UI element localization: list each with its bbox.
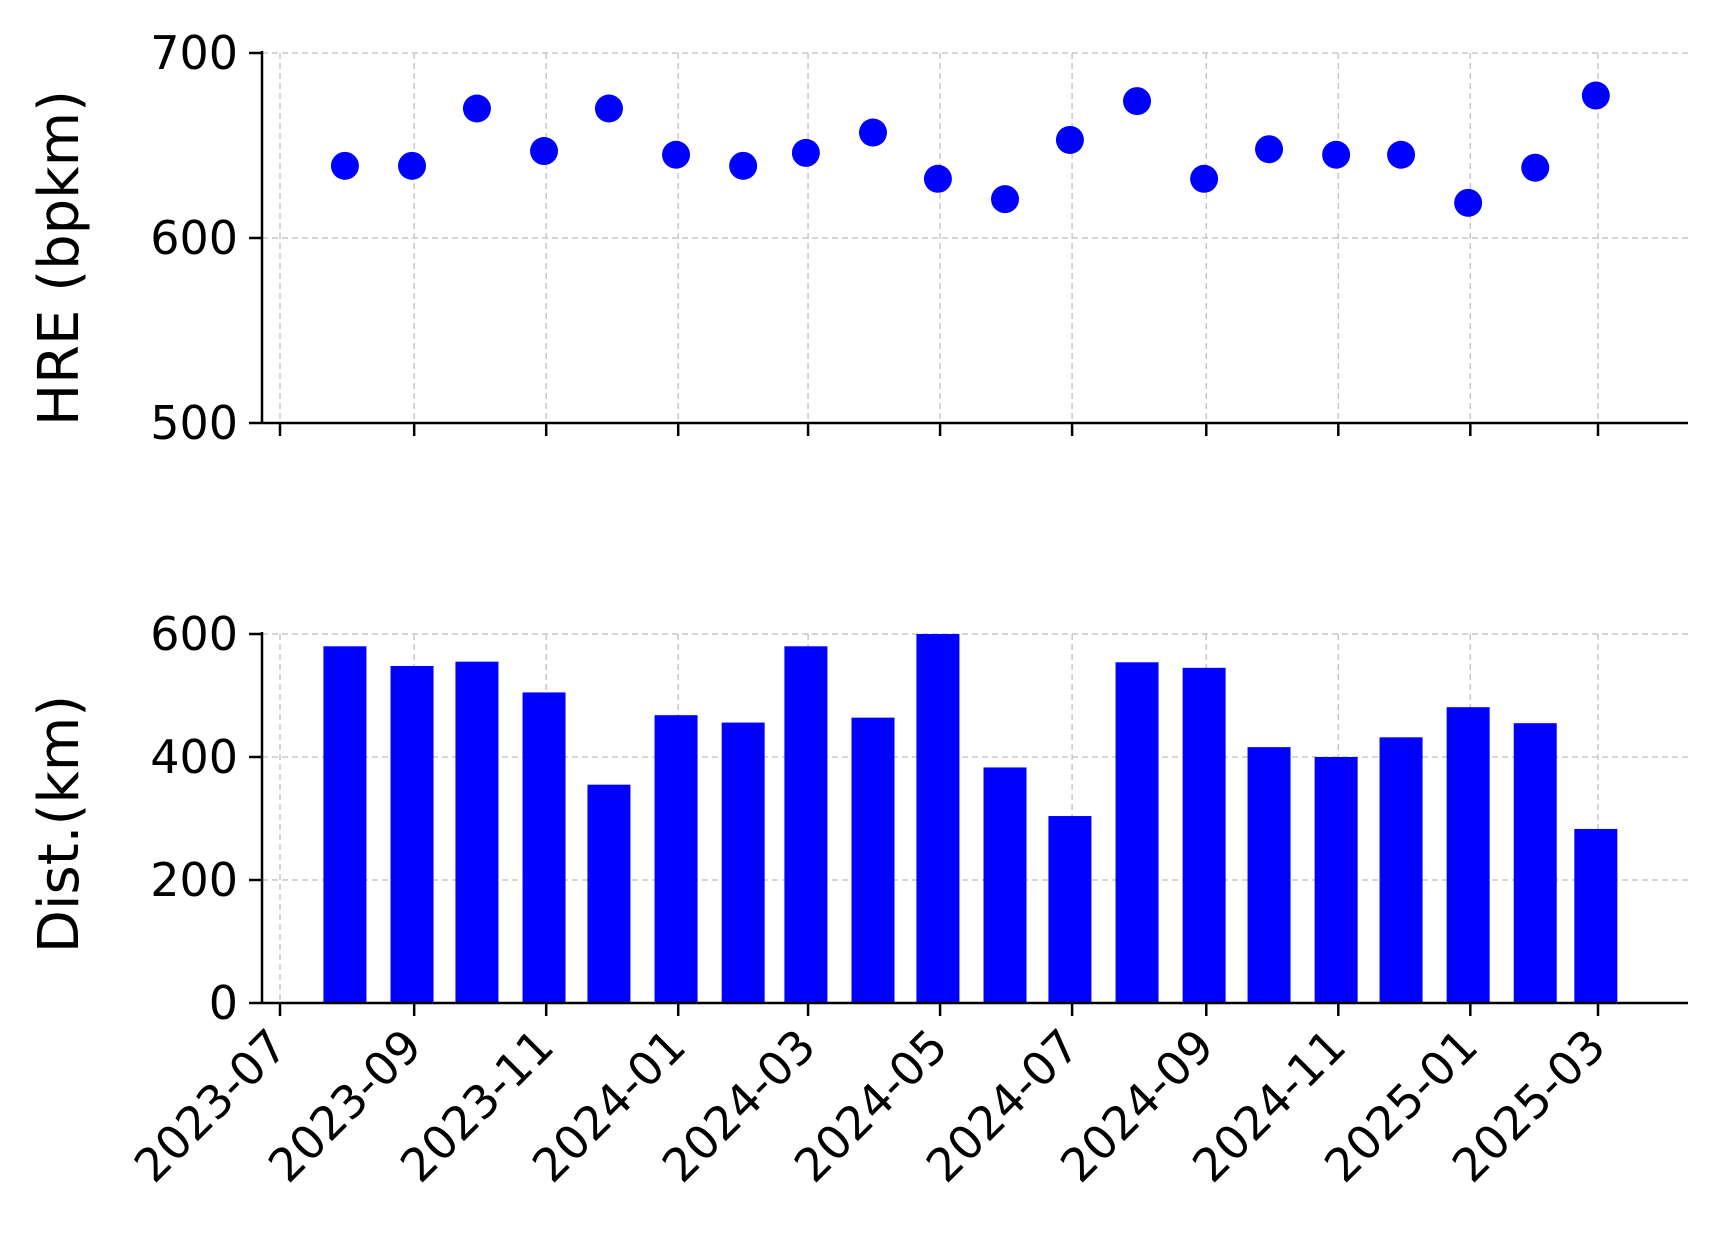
distance-bar [654, 715, 698, 1003]
hre-point [462, 94, 491, 123]
hre-point [1322, 140, 1351, 169]
distance-bar [1379, 737, 1423, 1003]
y-tick-label: 500 [150, 396, 238, 450]
distance-bar [587, 784, 631, 1003]
hre-point [1387, 140, 1416, 169]
distance-bar [1048, 816, 1092, 1003]
distance-bar [1574, 828, 1618, 1003]
distance-bar [1513, 723, 1557, 1003]
hre-point [662, 140, 691, 169]
y-tick-label: 600 [150, 211, 238, 265]
hre-point [729, 151, 758, 180]
hre-point [1190, 164, 1219, 193]
hre-point [1255, 135, 1284, 164]
distance-bar [916, 634, 960, 1003]
distance-axis-label: Dist.(km) [27, 695, 92, 953]
hre-point [1581, 81, 1610, 110]
distance-bar [1446, 707, 1490, 1003]
hre-point [791, 138, 820, 167]
hre-point [1521, 153, 1550, 182]
hre-point [530, 137, 559, 166]
hre-point [398, 151, 427, 180]
y-tick-label: 600 [150, 607, 238, 661]
distance-bar [455, 661, 499, 1003]
hre-point [858, 118, 887, 147]
y-tick-label: 0 [209, 976, 238, 1030]
y-tick-label: 400 [150, 730, 238, 784]
hre-point [594, 94, 623, 123]
hre-point [1055, 125, 1084, 154]
distance-bar [1115, 662, 1159, 1003]
y-tick-label: 200 [150, 853, 238, 907]
hre-point [991, 185, 1020, 214]
distance-bar [1314, 757, 1358, 1003]
hre-axis-label: HRE (bpkm) [27, 90, 92, 426]
distance-panel: 02004006002023-072023-092023-112024-0120… [124, 607, 1688, 1193]
hre-point [1454, 188, 1483, 217]
hre-point [1123, 87, 1152, 116]
distance-bar [784, 646, 828, 1003]
distance-bar [522, 692, 566, 1003]
distance-bar [983, 767, 1027, 1003]
distance-bar [851, 717, 895, 1003]
distance-bar [323, 646, 367, 1003]
distance-bar [390, 665, 434, 1003]
distance-bar [1182, 667, 1226, 1003]
distance-bar [721, 722, 765, 1003]
hre-point [923, 164, 952, 193]
y-tick-label: 700 [150, 26, 238, 80]
hre-panel: 500 600 700 [150, 26, 1688, 450]
hre-point [330, 151, 359, 180]
distance-bar [1247, 747, 1291, 1003]
